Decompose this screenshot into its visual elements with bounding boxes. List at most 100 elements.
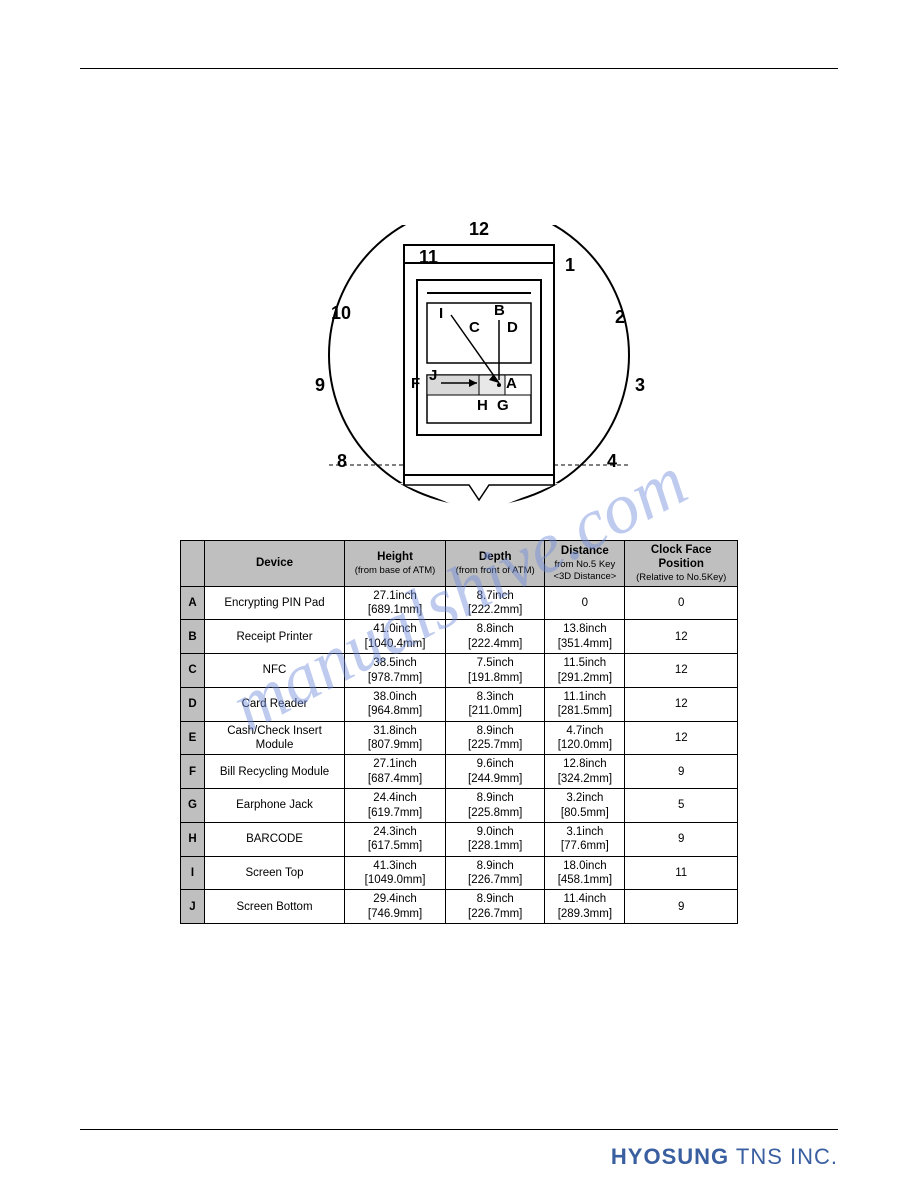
row-device: Screen Bottom [205, 890, 345, 924]
label-H: H [477, 397, 488, 414]
label-B: B [494, 302, 505, 319]
brand-strong: HYOSUNG [611, 1144, 729, 1169]
row-clock: 12 [625, 654, 738, 688]
label-D: D [507, 319, 518, 336]
row-distance: 3.1inch[77.6mm] [545, 822, 625, 856]
row-distance: 4.7inch[120.0mm] [545, 721, 625, 755]
atm-clockface-diagram: 12 1 2 3 4 8 9 10 11 A B C D F G H I J [309, 225, 609, 505]
clock-4: 4 [607, 451, 617, 472]
row-height: 41.0inch[1040.4mm] [345, 620, 446, 654]
row-key: G [181, 789, 205, 823]
table-row: ECash/Check Insert Module31.8inch[807.9m… [181, 721, 738, 755]
row-clock: 0 [625, 586, 738, 620]
label-F: F [411, 375, 420, 392]
row-clock: 9 [625, 755, 738, 789]
clock-3: 3 [635, 375, 645, 396]
row-key: C [181, 654, 205, 688]
clock-8: 8 [337, 451, 347, 472]
clock-11: 11 [419, 247, 438, 268]
row-key: I [181, 856, 205, 890]
row-depth: 8.3inch[211.0mm] [446, 687, 545, 721]
row-height: 27.1inch[689.1mm] [345, 586, 446, 620]
row-device: Cash/Check Insert Module [205, 721, 345, 755]
row-device: NFC [205, 654, 345, 688]
row-device: Earphone Jack [205, 789, 345, 823]
row-key: B [181, 620, 205, 654]
clock-1: 1 [565, 255, 575, 276]
row-depth: 8.9inch[225.8mm] [446, 789, 545, 823]
row-distance: 11.1inch[281.5mm] [545, 687, 625, 721]
row-clock: 5 [625, 789, 738, 823]
row-depth: 8.9inch[226.7mm] [446, 890, 545, 924]
row-depth: 9.6inch[244.9mm] [446, 755, 545, 789]
row-key: H [181, 822, 205, 856]
table-row: GEarphone Jack24.4inch[619.7mm]8.9inch[2… [181, 789, 738, 823]
label-J: J [429, 367, 437, 384]
row-key: J [181, 890, 205, 924]
row-depth: 8.9inch[225.7mm] [446, 721, 545, 755]
row-clock: 9 [625, 890, 738, 924]
spec-table: Device Height(from base of ATM) Depth(fr… [180, 540, 738, 924]
bottom-rule [80, 1129, 838, 1130]
clock-10: 10 [331, 303, 351, 324]
label-G: G [497, 397, 509, 414]
row-distance: 11.4inch[289.3mm] [545, 890, 625, 924]
row-depth: 8.8inch[222.4mm] [446, 620, 545, 654]
row-distance: 0 [545, 586, 625, 620]
row-height: 24.4inch[619.7mm] [345, 789, 446, 823]
document-page: manualshive.com [0, 0, 918, 1188]
clock-12: 12 [469, 219, 489, 240]
table-row: AEncrypting PIN Pad27.1inch[689.1mm]8.7i… [181, 586, 738, 620]
th-device: Device [205, 541, 345, 587]
table-row: BReceipt Printer41.0inch[1040.4mm]8.8inc… [181, 620, 738, 654]
row-key: E [181, 721, 205, 755]
row-depth: 8.9inch[226.7mm] [446, 856, 545, 890]
row-height: 27.1inch[687.4mm] [345, 755, 446, 789]
row-clock: 9 [625, 822, 738, 856]
row-device: Receipt Printer [205, 620, 345, 654]
row-device: Encrypting PIN Pad [205, 586, 345, 620]
row-clock: 12 [625, 687, 738, 721]
th-height: Height(from base of ATM) [345, 541, 446, 587]
spec-table-body: AEncrypting PIN Pad27.1inch[689.1mm]8.7i… [181, 586, 738, 924]
label-A: A [506, 375, 517, 392]
row-height: 41.3inch[1049.0mm] [345, 856, 446, 890]
spec-table-head: Device Height(from base of ATM) Depth(fr… [181, 541, 738, 587]
row-device: Bill Recycling Module [205, 755, 345, 789]
row-clock: 12 [625, 721, 738, 755]
row-height: 38.5inch[978.7mm] [345, 654, 446, 688]
clock-9: 9 [315, 375, 325, 396]
clock-2: 2 [615, 307, 625, 328]
row-distance: 11.5inch[291.2mm] [545, 654, 625, 688]
row-device: Screen Top [205, 856, 345, 890]
label-I: I [439, 305, 443, 322]
table-row: IScreen Top41.3inch[1049.0mm]8.9inch[226… [181, 856, 738, 890]
table-row: HBARCODE24.3inch[617.5mm]9.0inch[228.1mm… [181, 822, 738, 856]
row-height: 24.3inch[617.5mm] [345, 822, 446, 856]
row-depth: 9.0inch[228.1mm] [446, 822, 545, 856]
label-C: C [469, 319, 480, 336]
top-rule [80, 68, 838, 69]
row-height: 29.4inch[746.9mm] [345, 890, 446, 924]
th-depth: Depth(from front of ATM) [446, 541, 545, 587]
table-row: DCard Reader38.0inch[964.8mm]8.3inch[211… [181, 687, 738, 721]
row-device: Card Reader [205, 687, 345, 721]
row-distance: 13.8inch[351.4mm] [545, 620, 625, 654]
row-device: BARCODE [205, 822, 345, 856]
row-distance: 3.2inch[80.5mm] [545, 789, 625, 823]
row-key: F [181, 755, 205, 789]
row-distance: 18.0inch[458.1mm] [545, 856, 625, 890]
row-key: A [181, 586, 205, 620]
brand-light: TNS INC. [729, 1144, 838, 1169]
row-clock: 11 [625, 856, 738, 890]
th-clock: Clock FacePosition(Relative to No.5Key) [625, 541, 738, 587]
table-row: CNFC38.5inch[978.7mm]7.5inch[191.8mm]11.… [181, 654, 738, 688]
footer-brand: HYOSUNG TNS INC. [611, 1144, 838, 1170]
th-distance: Distancefrom No.5 Key<3D Distance> [545, 541, 625, 587]
table-row: FBill Recycling Module27.1inch[687.4mm]9… [181, 755, 738, 789]
row-height: 38.0inch[964.8mm] [345, 687, 446, 721]
row-clock: 12 [625, 620, 738, 654]
row-height: 31.8inch[807.9mm] [345, 721, 446, 755]
diagram-svg [309, 225, 649, 515]
table-row: JScreen Bottom29.4inch[746.9mm]8.9inch[2… [181, 890, 738, 924]
